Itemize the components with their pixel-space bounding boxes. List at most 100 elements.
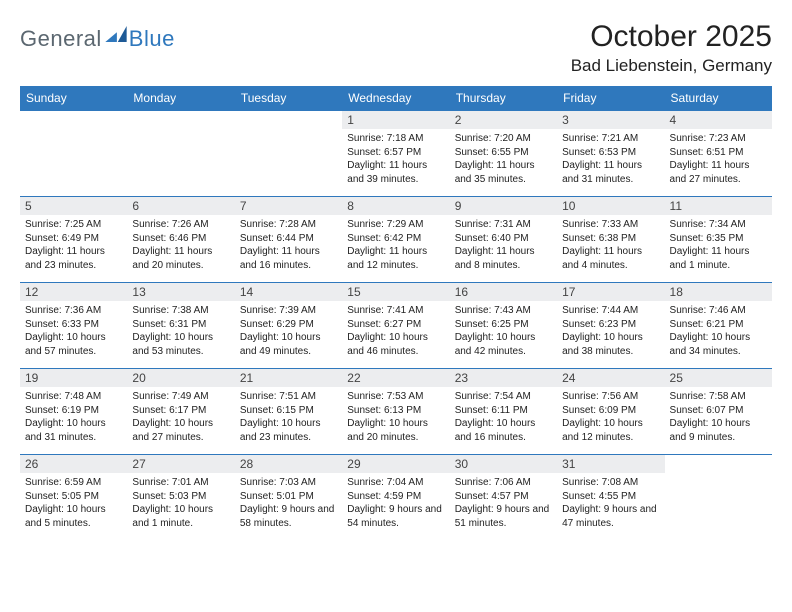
daylight: Daylight: 10 hours and 34 minutes. [670, 331, 767, 358]
sunrise: Sunrise: 7:44 AM [562, 304, 659, 318]
calendar-cell: 24Sunrise: 7:56 AMSunset: 6:09 PMDayligh… [557, 369, 664, 455]
calendar-cell: 15Sunrise: 7:41 AMSunset: 6:27 PMDayligh… [342, 283, 449, 369]
calendar-cell: 22Sunrise: 7:53 AMSunset: 6:13 PMDayligh… [342, 369, 449, 455]
day-number: 28 [235, 455, 342, 473]
sunrise: Sunrise: 6:59 AM [25, 476, 122, 490]
sunrise: Sunrise: 7:04 AM [347, 476, 444, 490]
sunrise: Sunrise: 7:26 AM [132, 218, 229, 232]
day-info: Sunrise: 7:58 AMSunset: 6:07 PMDaylight:… [665, 387, 772, 444]
weekday-header: Tuesday [235, 86, 342, 111]
calendar-cell: 20Sunrise: 7:49 AMSunset: 6:17 PMDayligh… [127, 369, 234, 455]
sunrise: Sunrise: 7:53 AM [347, 390, 444, 404]
day-number: 11 [665, 197, 772, 215]
sunrise: Sunrise: 7:01 AM [132, 476, 229, 490]
sunset: Sunset: 4:57 PM [455, 490, 552, 504]
day-info: Sunrise: 7:36 AMSunset: 6:33 PMDaylight:… [20, 301, 127, 358]
daylight: Daylight: 9 hours and 58 minutes. [240, 503, 337, 530]
daylight: Daylight: 10 hours and 16 minutes. [455, 417, 552, 444]
day-info: Sunrise: 7:31 AMSunset: 6:40 PMDaylight:… [450, 215, 557, 272]
sunset: Sunset: 6:44 PM [240, 232, 337, 246]
daylight: Daylight: 11 hours and 35 minutes. [455, 159, 552, 186]
day-info: Sunrise: 7:29 AMSunset: 6:42 PMDaylight:… [342, 215, 449, 272]
daylight: Daylight: 10 hours and 42 minutes. [455, 331, 552, 358]
day-info: Sunrise: 7:49 AMSunset: 6:17 PMDaylight:… [127, 387, 234, 444]
sunrise: Sunrise: 7:54 AM [455, 390, 552, 404]
daylight: Daylight: 10 hours and 31 minutes. [25, 417, 122, 444]
daylight: Daylight: 9 hours and 54 minutes. [347, 503, 444, 530]
sunset: Sunset: 6:15 PM [240, 404, 337, 418]
calendar-week-row: 12Sunrise: 7:36 AMSunset: 6:33 PMDayligh… [20, 283, 772, 369]
calendar-cell: 27Sunrise: 7:01 AMSunset: 5:03 PMDayligh… [127, 455, 234, 541]
daylight: Daylight: 11 hours and 39 minutes. [347, 159, 444, 186]
calendar-cell: 10Sunrise: 7:33 AMSunset: 6:38 PMDayligh… [557, 197, 664, 283]
sunset: Sunset: 6:19 PM [25, 404, 122, 418]
calendar-cell: 25Sunrise: 7:58 AMSunset: 6:07 PMDayligh… [665, 369, 772, 455]
day-number: 25 [665, 369, 772, 387]
sunset: Sunset: 6:35 PM [670, 232, 767, 246]
sunrise: Sunrise: 7:43 AM [455, 304, 552, 318]
sunset: Sunset: 6:07 PM [670, 404, 767, 418]
day-info: Sunrise: 7:48 AMSunset: 6:19 PMDaylight:… [20, 387, 127, 444]
day-number: 31 [557, 455, 664, 473]
day-info: Sunrise: 7:03 AMSunset: 5:01 PMDaylight:… [235, 473, 342, 530]
day-info: Sunrise: 7:08 AMSunset: 4:55 PMDaylight:… [557, 473, 664, 530]
day-number: 12 [20, 283, 127, 301]
sunset: Sunset: 4:59 PM [347, 490, 444, 504]
day-number: 26 [20, 455, 127, 473]
calendar-cell: 8Sunrise: 7:29 AMSunset: 6:42 PMDaylight… [342, 197, 449, 283]
daylight: Daylight: 11 hours and 4 minutes. [562, 245, 659, 272]
day-number: 15 [342, 283, 449, 301]
day-info: Sunrise: 7:04 AMSunset: 4:59 PMDaylight:… [342, 473, 449, 530]
sunrise: Sunrise: 7:06 AM [455, 476, 552, 490]
calendar-week-row: 1Sunrise: 7:18 AMSunset: 6:57 PMDaylight… [20, 111, 772, 197]
calendar-cell: 29Sunrise: 7:04 AMSunset: 4:59 PMDayligh… [342, 455, 449, 541]
day-info: Sunrise: 7:56 AMSunset: 6:09 PMDaylight:… [557, 387, 664, 444]
sunset: Sunset: 6:31 PM [132, 318, 229, 332]
day-number: 3 [557, 111, 664, 129]
calendar-cell [665, 455, 772, 541]
day-number: 13 [127, 283, 234, 301]
sunset: Sunset: 6:57 PM [347, 146, 444, 160]
logo-text-general: General [20, 26, 102, 52]
sunset: Sunset: 6:25 PM [455, 318, 552, 332]
day-info: Sunrise: 7:26 AMSunset: 6:46 PMDaylight:… [127, 215, 234, 272]
day-number: 14 [235, 283, 342, 301]
calendar-cell [235, 111, 342, 197]
day-number: 18 [665, 283, 772, 301]
day-number: 10 [557, 197, 664, 215]
calendar-week-row: 19Sunrise: 7:48 AMSunset: 6:19 PMDayligh… [20, 369, 772, 455]
sunset: Sunset: 6:23 PM [562, 318, 659, 332]
day-number: 16 [450, 283, 557, 301]
weekday-header: Friday [557, 86, 664, 111]
day-info: Sunrise: 6:59 AMSunset: 5:05 PMDaylight:… [20, 473, 127, 530]
sunrise: Sunrise: 7:48 AM [25, 390, 122, 404]
sunrise: Sunrise: 7:23 AM [670, 132, 767, 146]
calendar-page: General Blue October 2025 Bad Liebenstei… [0, 0, 792, 612]
daylight: Daylight: 10 hours and 49 minutes. [240, 331, 337, 358]
day-info: Sunrise: 7:41 AMSunset: 6:27 PMDaylight:… [342, 301, 449, 358]
sunset: Sunset: 6:53 PM [562, 146, 659, 160]
logo-mark-icon [105, 26, 127, 42]
day-number: 9 [450, 197, 557, 215]
sunset: Sunset: 4:55 PM [562, 490, 659, 504]
day-number: 24 [557, 369, 664, 387]
sunrise: Sunrise: 7:28 AM [240, 218, 337, 232]
sunrise: Sunrise: 7:33 AM [562, 218, 659, 232]
day-info: Sunrise: 7:44 AMSunset: 6:23 PMDaylight:… [557, 301, 664, 358]
day-number: 21 [235, 369, 342, 387]
sunset: Sunset: 6:40 PM [455, 232, 552, 246]
daylight: Daylight: 11 hours and 20 minutes. [132, 245, 229, 272]
calendar-cell: 26Sunrise: 6:59 AMSunset: 5:05 PMDayligh… [20, 455, 127, 541]
calendar-cell: 23Sunrise: 7:54 AMSunset: 6:11 PMDayligh… [450, 369, 557, 455]
logo: General Blue [20, 26, 175, 52]
daylight: Daylight: 9 hours and 51 minutes. [455, 503, 552, 530]
calendar-header-row: Sunday Monday Tuesday Wednesday Thursday… [20, 86, 772, 111]
sunrise: Sunrise: 7:41 AM [347, 304, 444, 318]
day-number: 6 [127, 197, 234, 215]
weekday-header: Saturday [665, 86, 772, 111]
sunrise: Sunrise: 7:03 AM [240, 476, 337, 490]
sunrise: Sunrise: 7:31 AM [455, 218, 552, 232]
daylight: Daylight: 10 hours and 53 minutes. [132, 331, 229, 358]
daylight: Daylight: 9 hours and 47 minutes. [562, 503, 659, 530]
day-info: Sunrise: 7:21 AMSunset: 6:53 PMDaylight:… [557, 129, 664, 186]
